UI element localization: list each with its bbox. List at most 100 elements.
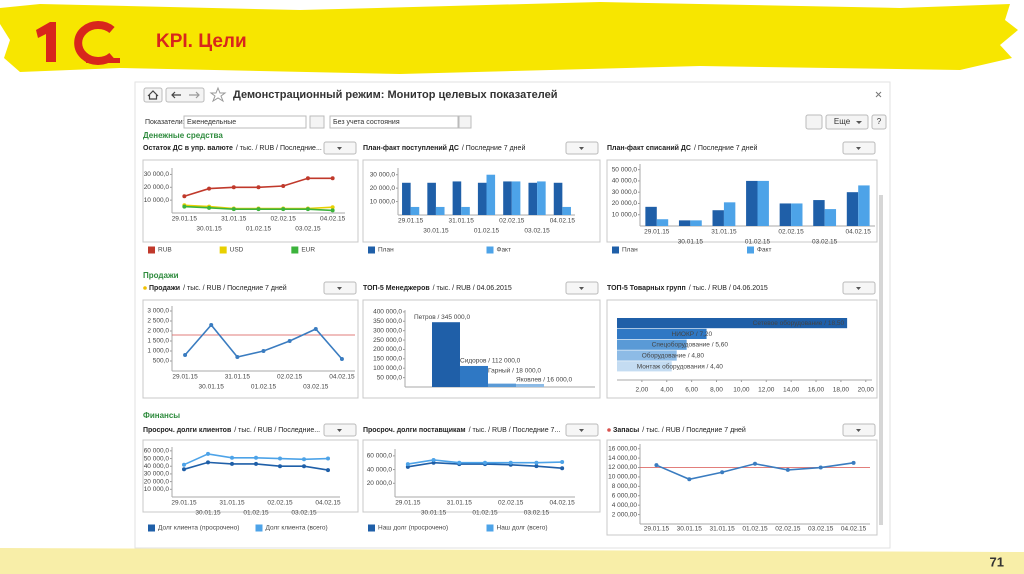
chart-frame (606, 299, 878, 399)
point (231, 185, 236, 190)
x-tick-label: 04.02.15 (841, 526, 867, 533)
y-tick-label: 400 000,0 (373, 309, 402, 316)
x-tick-label: 03.02.15 (808, 526, 834, 533)
point (687, 477, 692, 482)
x-tick-label: 04.02.15 (320, 216, 346, 223)
point (313, 327, 318, 331)
bar (712, 210, 724, 226)
close-button[interactable] (875, 91, 882, 98)
legend-swatch (368, 524, 375, 532)
bar (461, 206, 470, 215)
y-tick-label: 50 000,0 (377, 374, 403, 381)
x-tick-label: 30.01.15 (677, 526, 703, 533)
chart-title-main: Запасы (613, 427, 639, 434)
point (431, 457, 436, 462)
chart-title: ТОП-5 Менеджеров / тыс. / RUB / 04.06.201… (363, 285, 512, 292)
help-button-label: ? (877, 117, 882, 126)
x-tick-label: 03.02.15 (524, 510, 550, 517)
chart-frame (362, 159, 601, 243)
point (330, 176, 335, 181)
y-tick-label: 20 000,0 (370, 185, 396, 192)
point (254, 455, 258, 460)
favorite-star[interactable] (209, 86, 227, 103)
x-tick-label: 04.02.15 (329, 374, 355, 381)
point (405, 464, 410, 469)
bar (617, 339, 687, 350)
x-tick-label: 01.02.15 (745, 239, 771, 246)
point (256, 207, 261, 212)
y-tick-label: 2 000,00 (612, 511, 638, 518)
bar (617, 350, 677, 361)
bar (617, 361, 672, 372)
home-button[interactable] (143, 87, 163, 103)
dropdown-arrow (856, 147, 861, 150)
bar (746, 180, 758, 226)
x-tick-label: 29.01.15 (644, 526, 670, 533)
x-tick-label: 18,00 (833, 387, 850, 394)
bar (432, 322, 460, 387)
chart-subtitle: / Последние 7 дней (694, 144, 758, 152)
chart-title-main: ТОП-5 Менеджеров (363, 285, 430, 292)
x-tick-label: 02.02.15 (498, 500, 524, 507)
x-tick-label: 29.01.15 (171, 500, 197, 507)
point (753, 461, 757, 466)
more-button[interactable] (825, 114, 869, 130)
x-tick-label: 30.01.15 (195, 510, 221, 517)
data-label: Спецоборудование / 5,60 (652, 341, 729, 349)
y-tick-label: 20 000,0 (144, 184, 170, 191)
x-tick-label: 01.02.15 (472, 510, 498, 517)
point (457, 460, 462, 465)
state-clear[interactable] (458, 115, 472, 129)
bar (723, 202, 736, 226)
x-tick-label: 04.02.15 (549, 500, 575, 507)
state-select[interactable] (329, 115, 459, 129)
period-clear[interactable] (309, 115, 325, 129)
dropdown-arrow (579, 429, 584, 432)
legend-label: EUR (301, 247, 315, 254)
x-tick-label: 03.02.15 (295, 226, 321, 233)
bar (516, 383, 544, 387)
help-button[interactable] (871, 114, 887, 130)
point (405, 462, 410, 467)
print-button[interactable] (805, 114, 823, 130)
section-title: Финансы (143, 411, 180, 420)
chart-title-main: Просроч. долги клиентов (143, 427, 232, 434)
chart-title: Продажи / тыс. / RUB / Последние 7 дней (149, 284, 287, 292)
window-title: Демонстрационный режим: Монитор целевых … (233, 89, 557, 101)
y-tick-label: 16 000,00 (608, 445, 637, 452)
bar (528, 182, 538, 215)
y-tick-label: 50 000,0 (144, 455, 170, 462)
bar (645, 206, 657, 226)
y-tick-label: 50 000,0 (612, 166, 638, 173)
y-tick-label: 200 000,0 (373, 346, 402, 353)
x-tick-label: 02.02.15 (499, 218, 525, 225)
bar (779, 203, 792, 226)
chart-subtitle: / тыс. / RUB / Последние 7 дней (183, 284, 287, 292)
page-number: 71 (990, 554, 1004, 569)
point (654, 463, 659, 468)
x-tick-label: 01.02.15 (246, 226, 272, 233)
nav-buttons[interactable] (165, 87, 205, 103)
chart-frame (142, 299, 359, 399)
chart-title: Просроч. долги клиентов / тыс. / RUB / По… (143, 427, 320, 434)
period-select[interactable] (183, 115, 307, 129)
point (230, 461, 234, 466)
legend-swatch (291, 246, 299, 254)
x-tick-label: 02.02.15 (267, 500, 293, 507)
x-tick-label: 03.02.15 (812, 239, 838, 246)
y-tick-label: 30 000,0 (612, 189, 638, 196)
scrollbar[interactable] (879, 195, 883, 525)
state-value: Без учета состояния (333, 119, 400, 126)
point (209, 323, 214, 327)
chart-subtitle: / тыс. / RUB / 04.06.2015 (689, 285, 768, 292)
logo (36, 21, 120, 65)
x-tick-label: 31.01.15 (447, 500, 473, 507)
y-tick-label: 10 000,00 (608, 474, 637, 481)
chart-subtitle: / тыс. / RUB / Последние... (234, 427, 320, 434)
x-tick-label: 6,00 (685, 387, 698, 394)
bar (511, 181, 521, 215)
x-tick-label: 8,00 (710, 387, 723, 394)
point (326, 456, 330, 461)
point (261, 349, 266, 353)
